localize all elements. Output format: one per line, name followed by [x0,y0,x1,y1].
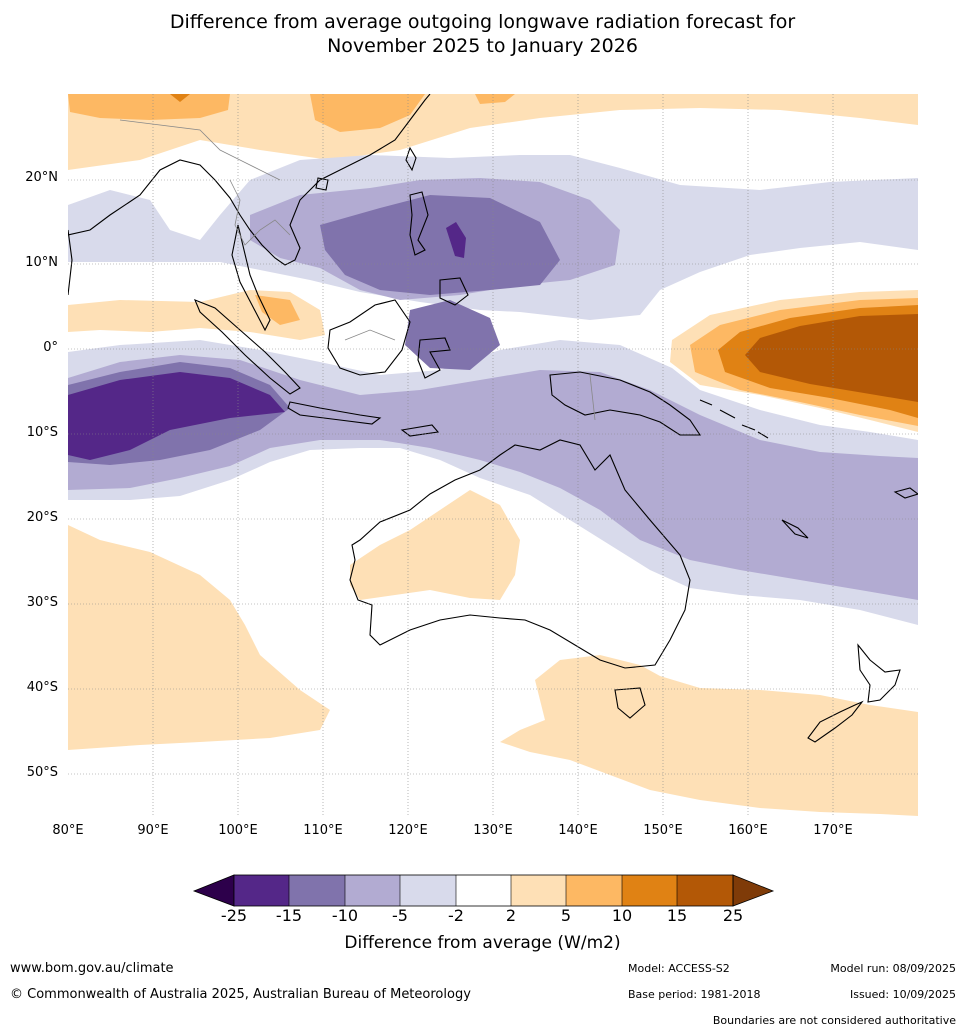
footer-disclaimer: Boundaries are not considered authoritat… [712,1014,956,1027]
lon-label: 170°E [813,823,853,838]
colorbar-tick: -2 [448,906,464,925]
lon-label: 100°E [218,823,258,838]
lon-label: 160°E [728,823,768,838]
colorbar-extend-low [192,874,235,907]
anomaly-equator-west-strong [255,295,300,325]
colorbar-bin [456,875,511,906]
anomaly-southwest [68,525,330,750]
lat-label: 10°N [25,255,58,270]
colorbar-bin [234,875,289,906]
lon-label: 80°E [52,823,84,838]
new-zealand-south [807,700,864,743]
lat-label: 40°S [26,680,58,695]
positive-anomaly-fields [68,94,918,816]
anomaly-south [500,655,918,816]
lon-label: 90°E [137,823,169,838]
fiji-outline [893,487,918,499]
india-outline [68,229,73,296]
colorbar-tick: -25 [220,906,248,925]
colorbar-tick: -10 [331,906,359,925]
colorbar [192,874,775,907]
asia-mainland [68,94,431,266]
coastlines [68,94,918,743]
anomaly-north-strong-3 [475,94,515,104]
colorbar-tick: 15 [666,906,688,925]
colorbar-tick: -15 [275,906,303,925]
title-line-1: Difference from average outgoing longwav… [169,11,796,33]
lat-label: 10°S [26,425,58,440]
tasmania-outline [614,687,646,719]
colorbar-label: Difference from average (W/m2) [344,933,621,953]
sulawesi-outline [417,337,451,379]
lat-label: 20°S [26,510,58,525]
colorbar-bin [622,875,677,906]
lat-label: 30°S [26,595,58,610]
new-guinea-outline [549,371,702,436]
colorbar-extend-high [732,874,775,907]
anomaly-neg-15-south [68,372,285,460]
lat-label: 20°N [25,170,58,185]
malay-peninsula [231,224,271,332]
colorbar-tick: 2 [505,906,517,925]
title-line-2: November 2025 to January 2026 [327,35,638,57]
anomaly-west-australia [350,490,520,600]
anomaly-north-strong-2 [310,94,425,132]
colorbar-bin [677,875,733,906]
map-plot-area [68,94,918,816]
anomaly-pacific-4 [745,314,918,402]
country-borders [119,119,596,421]
footer-issued: Issued: 10/09/2025 [849,988,956,1001]
colorbar-bin [400,875,456,906]
hainan-outline [315,177,329,191]
colorbar-tick: 5 [560,906,572,925]
anomaly-neg-10-maritime [405,300,500,370]
footer-model: Model: ACCESS-S2 [628,962,730,975]
footer-model-run: Model run: 08/09/2025 [830,962,956,975]
solomon-islands [699,399,769,439]
map-title: Difference from average outgoing longwav… [0,10,965,58]
footer-url[interactable]: www.bom.gov.au/climate [10,961,174,976]
colorbar-bin [511,875,566,906]
anomaly-north-strong-1 [68,94,230,120]
philippines-mindanao [439,277,469,306]
australia-outline [349,439,691,669]
lat-label: 50°S [26,765,58,780]
new-caledonia-outline [781,519,809,539]
anomaly-north-band [68,94,918,170]
colorbar-tick: 10 [611,906,633,925]
colorbar-tick: -5 [392,906,408,925]
anomaly-north-strong-4 [170,94,190,102]
colorbar-tick: 25 [722,906,744,925]
colorbar-bin [345,875,400,906]
sumatra-outline [193,299,301,395]
colorbar-bin [566,875,622,906]
philippines-luzon [409,191,429,256]
graticule [68,94,918,816]
lon-label: 150°E [643,823,683,838]
colorbar-bin [289,875,345,906]
anomaly-neg-5-south [68,355,918,600]
anomaly-neg-15-north [446,222,466,258]
lat-label: 0° [43,340,58,355]
borneo-outline [327,299,411,376]
anomaly-neg-10-north [320,195,560,295]
taiwan-outline [405,146,417,172]
negative-anomaly-fields [68,155,918,625]
lon-label: 140°E [558,823,598,838]
footer-copyright: © Commonwealth of Australia 2025, Austra… [10,987,471,1002]
lon-label: 110°E [303,823,343,838]
footer-base-period: Base period: 1981-2018 [628,988,761,1001]
java-outline [287,401,382,425]
lon-label: 130°E [473,823,513,838]
new-zealand-north [857,643,901,703]
lon-label: 120°E [388,823,428,838]
